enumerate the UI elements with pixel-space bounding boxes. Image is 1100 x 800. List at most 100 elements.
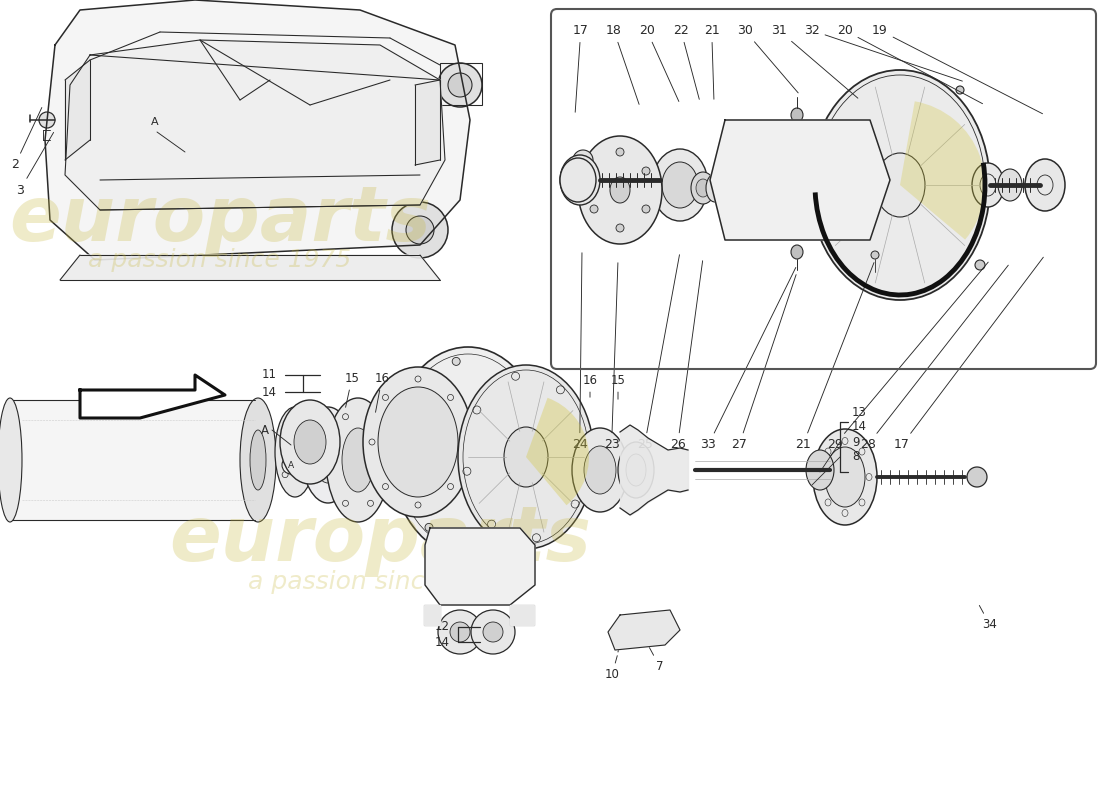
Ellipse shape (616, 148, 624, 156)
Polygon shape (710, 120, 890, 240)
Ellipse shape (0, 398, 22, 522)
Text: 29: 29 (827, 262, 988, 451)
Ellipse shape (572, 170, 588, 190)
Text: 23: 23 (604, 262, 619, 451)
Ellipse shape (616, 224, 624, 232)
Text: 10: 10 (605, 656, 619, 682)
Ellipse shape (874, 153, 925, 217)
Ellipse shape (390, 347, 546, 557)
Text: 20: 20 (639, 24, 679, 102)
Ellipse shape (975, 260, 984, 270)
Ellipse shape (378, 387, 458, 497)
Text: a passion since 1975: a passion since 1975 (88, 248, 352, 272)
Text: 20: 20 (837, 24, 982, 104)
Ellipse shape (560, 155, 600, 205)
Text: 13: 13 (852, 406, 867, 418)
Ellipse shape (642, 205, 650, 213)
Ellipse shape (573, 150, 593, 170)
Ellipse shape (1025, 159, 1065, 211)
Text: 8: 8 (852, 450, 859, 463)
Ellipse shape (813, 429, 877, 525)
Ellipse shape (531, 432, 539, 440)
Wedge shape (526, 398, 588, 506)
Ellipse shape (503, 373, 512, 381)
Ellipse shape (282, 456, 300, 474)
Ellipse shape (280, 400, 340, 484)
Text: 1: 1 (459, 538, 468, 566)
Ellipse shape (972, 163, 1004, 207)
Text: 27: 27 (732, 274, 796, 451)
Polygon shape (45, 0, 470, 260)
Ellipse shape (519, 501, 528, 509)
Ellipse shape (452, 358, 460, 366)
Ellipse shape (425, 609, 439, 623)
Ellipse shape (590, 167, 598, 175)
Ellipse shape (372, 172, 388, 188)
Ellipse shape (240, 398, 276, 522)
Ellipse shape (483, 622, 503, 642)
Ellipse shape (285, 430, 305, 474)
Ellipse shape (250, 430, 266, 490)
Ellipse shape (438, 63, 482, 107)
Text: 16: 16 (374, 371, 389, 412)
Ellipse shape (314, 427, 343, 483)
Ellipse shape (294, 420, 326, 464)
Ellipse shape (578, 136, 662, 244)
Bar (10, 400, 260, 520)
Text: 30: 30 (737, 24, 799, 93)
Ellipse shape (619, 629, 631, 641)
Ellipse shape (662, 162, 698, 208)
Polygon shape (65, 60, 90, 160)
Ellipse shape (143, 110, 167, 134)
Wedge shape (900, 102, 984, 240)
Text: 34: 34 (979, 606, 998, 631)
Text: 2: 2 (11, 107, 42, 171)
Text: 12: 12 (434, 619, 450, 633)
Text: 17: 17 (894, 258, 1043, 451)
Text: 14: 14 (262, 386, 277, 398)
Ellipse shape (791, 108, 803, 122)
Text: 14: 14 (434, 635, 450, 649)
Ellipse shape (706, 174, 724, 202)
Ellipse shape (696, 179, 710, 197)
Text: 16: 16 (583, 374, 597, 398)
Ellipse shape (998, 169, 1022, 201)
Ellipse shape (302, 407, 354, 503)
Ellipse shape (806, 450, 834, 490)
Ellipse shape (572, 428, 628, 512)
Text: 26: 26 (670, 261, 703, 451)
Ellipse shape (425, 523, 433, 531)
Ellipse shape (618, 442, 654, 498)
Ellipse shape (610, 177, 630, 203)
Text: 18: 18 (606, 24, 639, 104)
Ellipse shape (408, 395, 416, 403)
Polygon shape (65, 40, 446, 210)
Text: 15: 15 (610, 374, 626, 399)
Text: 25: 25 (637, 254, 680, 451)
Text: 14: 14 (852, 421, 867, 434)
Polygon shape (80, 375, 226, 418)
Ellipse shape (810, 70, 990, 300)
Ellipse shape (275, 407, 315, 497)
Text: A: A (151, 117, 158, 127)
Ellipse shape (691, 172, 715, 204)
Text: 21: 21 (795, 262, 874, 451)
Text: 31: 31 (771, 24, 858, 98)
Ellipse shape (326, 398, 390, 522)
Text: 32: 32 (804, 24, 962, 81)
Text: 11: 11 (262, 367, 277, 381)
Ellipse shape (652, 149, 708, 221)
Ellipse shape (476, 538, 484, 546)
Text: 28: 28 (860, 265, 1009, 451)
Text: 24: 24 (572, 253, 587, 451)
Polygon shape (415, 80, 440, 165)
Ellipse shape (626, 454, 646, 486)
Ellipse shape (825, 447, 865, 507)
Ellipse shape (956, 86, 964, 94)
Ellipse shape (791, 245, 803, 259)
Ellipse shape (871, 251, 879, 259)
Polygon shape (510, 605, 534, 625)
Ellipse shape (112, 172, 128, 188)
Ellipse shape (642, 167, 650, 175)
Ellipse shape (397, 464, 405, 472)
